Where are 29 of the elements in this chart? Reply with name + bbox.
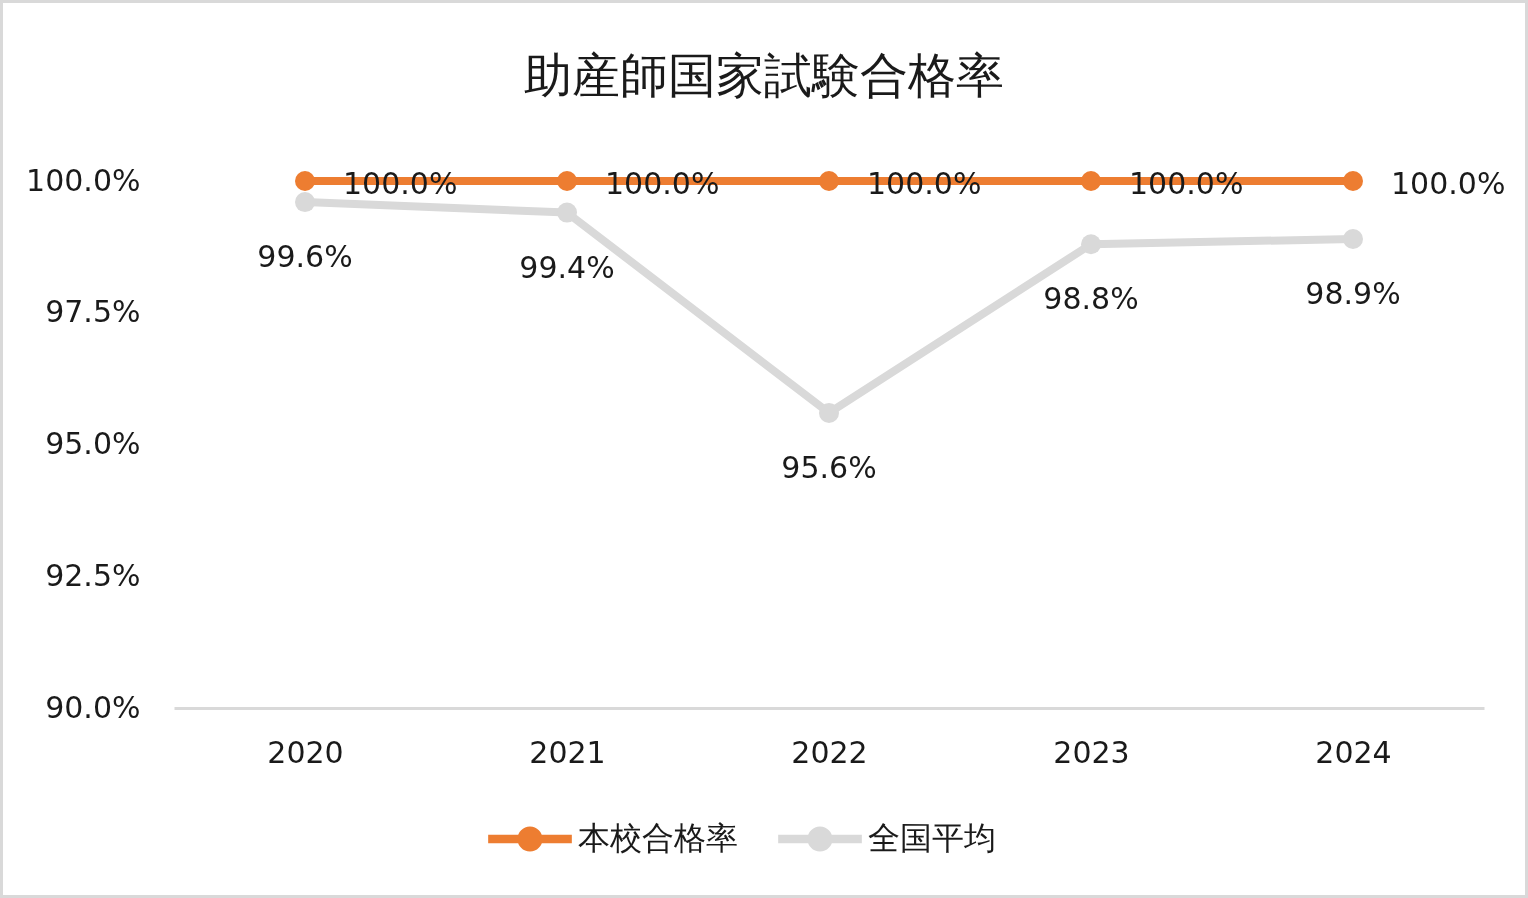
data-label: 98.9% xyxy=(1305,275,1401,311)
point xyxy=(819,171,839,191)
data-label: 98.8% xyxy=(1043,281,1139,317)
point xyxy=(557,202,577,223)
y-tick-label: 95.0% xyxy=(45,426,141,461)
y-tick-label: 97.5% xyxy=(45,294,141,330)
data-label: 99.4% xyxy=(519,249,615,285)
point xyxy=(295,171,315,191)
y-tick-label: 100.0% xyxy=(26,162,141,198)
chart-title: 助産師国家試験合格率 xyxy=(524,47,1004,103)
point xyxy=(1343,228,1363,249)
x-tick-label: 2024 xyxy=(1315,734,1392,770)
data-label: 99.6% xyxy=(257,239,353,275)
x-tick-label: 2022 xyxy=(791,734,868,770)
x-tick-label: 2023 xyxy=(1053,734,1130,770)
point xyxy=(295,192,315,213)
point xyxy=(1081,171,1101,191)
point xyxy=(1081,234,1101,255)
point xyxy=(819,402,839,423)
point xyxy=(1343,171,1363,191)
point xyxy=(557,171,577,191)
legend-label: 全国平均 xyxy=(868,819,996,857)
legend-label: 本校合格率 xyxy=(578,819,738,857)
y-tick-label: 90.0% xyxy=(45,689,141,725)
y-tick-label: 92.5% xyxy=(45,557,141,593)
x-tick-label: 2021 xyxy=(529,734,606,770)
data-label: 95.6% xyxy=(781,449,877,485)
x-tick-label: 2020 xyxy=(267,734,344,770)
data-label: 100.0% xyxy=(1391,166,1506,201)
